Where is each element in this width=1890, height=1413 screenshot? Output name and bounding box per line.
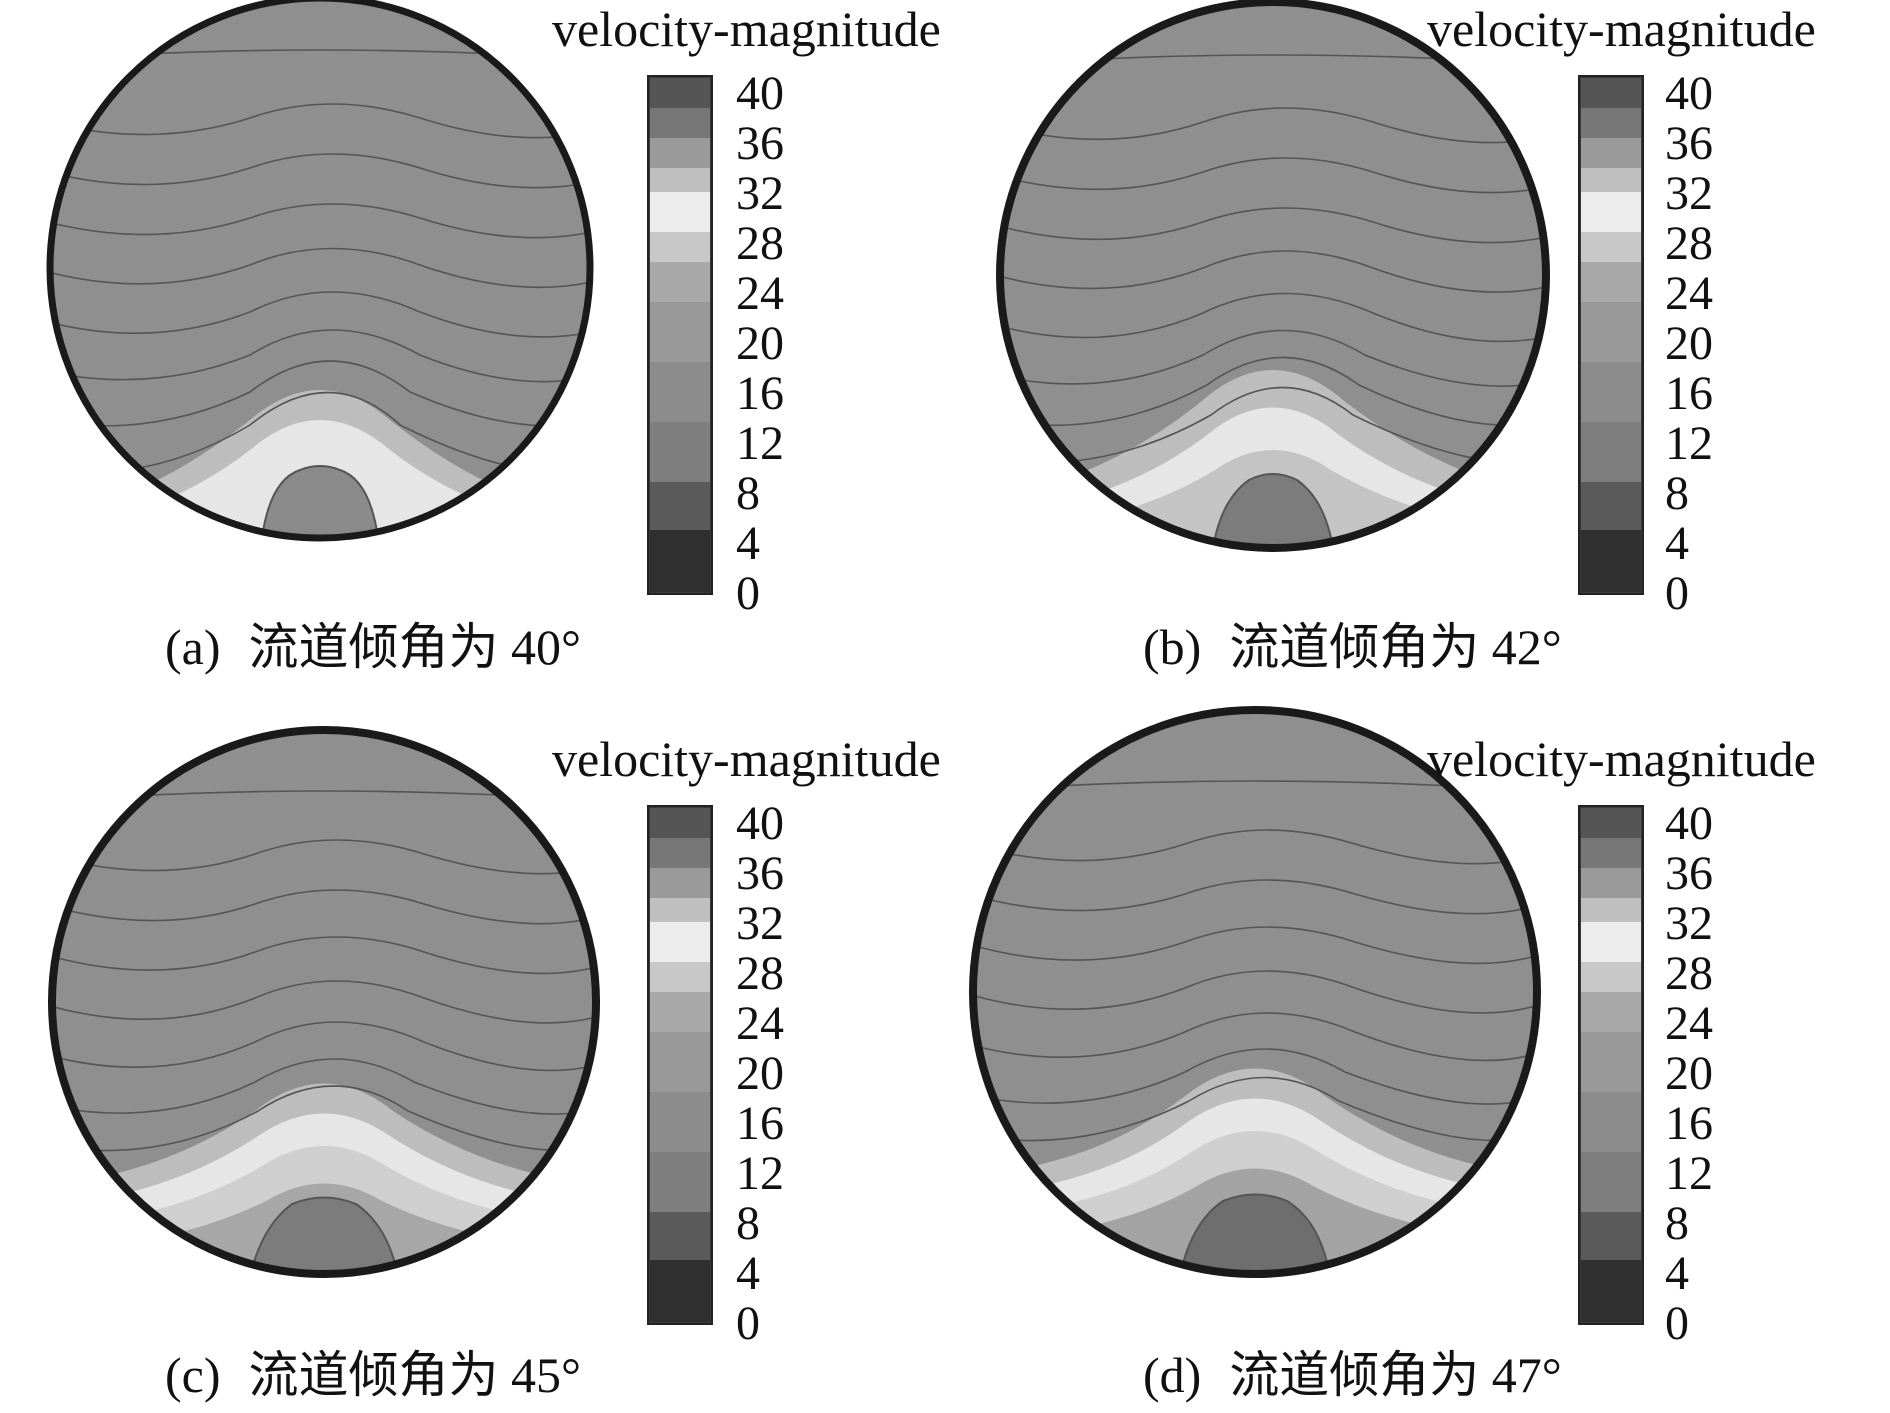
tick-label: 8 [736, 1197, 760, 1250]
tick-label: 8 [1665, 1197, 1689, 1250]
legend-bar-b [1578, 75, 1644, 595]
tick-label: 28 [736, 947, 784, 1000]
tick-label: 36 [1665, 117, 1713, 170]
caption-text: 流道倾角为 40° [248, 619, 582, 675]
legend-bar-d [1578, 805, 1644, 1325]
tick-label: 36 [1665, 847, 1713, 900]
tick-label: 0 [736, 567, 760, 620]
caption-tag: (b) [1143, 619, 1202, 675]
panel-b: velocity-magnitude 40 36 32 28 24 20 16 … [945, 0, 1890, 706]
tick-label: 8 [736, 467, 760, 520]
pipe-wall-a [46, 0, 594, 542]
panel-a: velocity-magnitude 40 36 32 28 24 20 16 … [0, 0, 945, 706]
tick-label: 28 [736, 217, 784, 270]
tick-label: 36 [736, 117, 784, 170]
tick-label: 12 [1665, 417, 1713, 470]
tick-label: 20 [1665, 1047, 1713, 1100]
tick-label: 12 [1665, 1147, 1713, 1200]
tick-label: 24 [1665, 997, 1713, 1050]
tick-label: 0 [1665, 567, 1689, 620]
contour-plot-d [969, 706, 1644, 1325]
tick-label: 0 [736, 1297, 760, 1350]
tick-label: 28 [1665, 947, 1713, 1000]
caption-tag: (c) [165, 1347, 221, 1403]
field-a [50, 0, 590, 538]
tick-label: 24 [1665, 267, 1713, 320]
tick-label: 32 [1665, 167, 1713, 220]
tick-label: 40 [1665, 67, 1713, 120]
tick-label: 16 [736, 1097, 784, 1150]
contour-plot-b [996, 0, 1644, 595]
tick-label: 32 [736, 167, 784, 220]
tick-label: 12 [736, 1147, 784, 1200]
legend-bar-c [647, 805, 713, 1325]
legend-title-c: velocity-magnitude [552, 731, 941, 787]
panel-d: velocity-magnitude 40 36 32 28 24 20 16 … [945, 706, 1890, 1412]
caption-c: (c) 流道倾角为 45° [165, 1350, 581, 1400]
tick-label: 16 [1665, 367, 1713, 420]
caption-text: 流道倾角为 47° [1229, 1347, 1562, 1403]
tick-label: 4 [736, 1247, 760, 1300]
caption-text: 流道倾角为 42° [1229, 619, 1562, 675]
legend-bar-a [647, 75, 713, 595]
tick-label: 4 [736, 517, 760, 570]
caption-d: (d) 流道倾角为 47° [1143, 1350, 1562, 1400]
caption-tag: (a) [165, 619, 221, 675]
tick-label: 4 [1665, 517, 1689, 570]
tick-label: 28 [1665, 217, 1713, 270]
caption-tag: (d) [1143, 1347, 1202, 1403]
tick-label: 8 [1665, 467, 1689, 520]
tick-label: 0 [1665, 1297, 1689, 1350]
tick-label: 20 [736, 1047, 784, 1100]
tick-label: 32 [736, 897, 784, 950]
caption-b: (b) 流道倾角为 42° [1143, 622, 1562, 672]
caption-a: (a) 流道倾角为 40° [165, 622, 581, 672]
tick-label: 24 [736, 267, 784, 320]
tick-label: 16 [736, 367, 784, 420]
legend-title-b: velocity-magnitude [1427, 1, 1816, 57]
caption-text: 流道倾角为 45° [248, 1347, 582, 1403]
contour-plot-c [48, 726, 713, 1325]
core-a [260, 465, 380, 538]
contour-plot-a [46, 0, 713, 595]
tick-label: 32 [1665, 897, 1713, 950]
tick-label: 20 [736, 317, 784, 370]
tick-label: 20 [1665, 317, 1713, 370]
tick-label: 16 [1665, 1097, 1713, 1150]
tick-label: 36 [736, 847, 784, 900]
contour-lines-a [50, 49, 590, 474]
legend-title-d: velocity-magnitude [1427, 731, 1816, 787]
tick-label: 4 [1665, 1247, 1689, 1300]
tick-label: 40 [736, 797, 784, 850]
tick-label: 40 [1665, 797, 1713, 850]
tick-label: 24 [736, 997, 784, 1050]
panel-c: velocity-magnitude 40 36 32 28 24 20 16 … [0, 706, 945, 1412]
legend-title-a: velocity-magnitude [552, 1, 941, 57]
tick-label: 40 [736, 67, 784, 120]
tick-label: 12 [736, 417, 784, 470]
